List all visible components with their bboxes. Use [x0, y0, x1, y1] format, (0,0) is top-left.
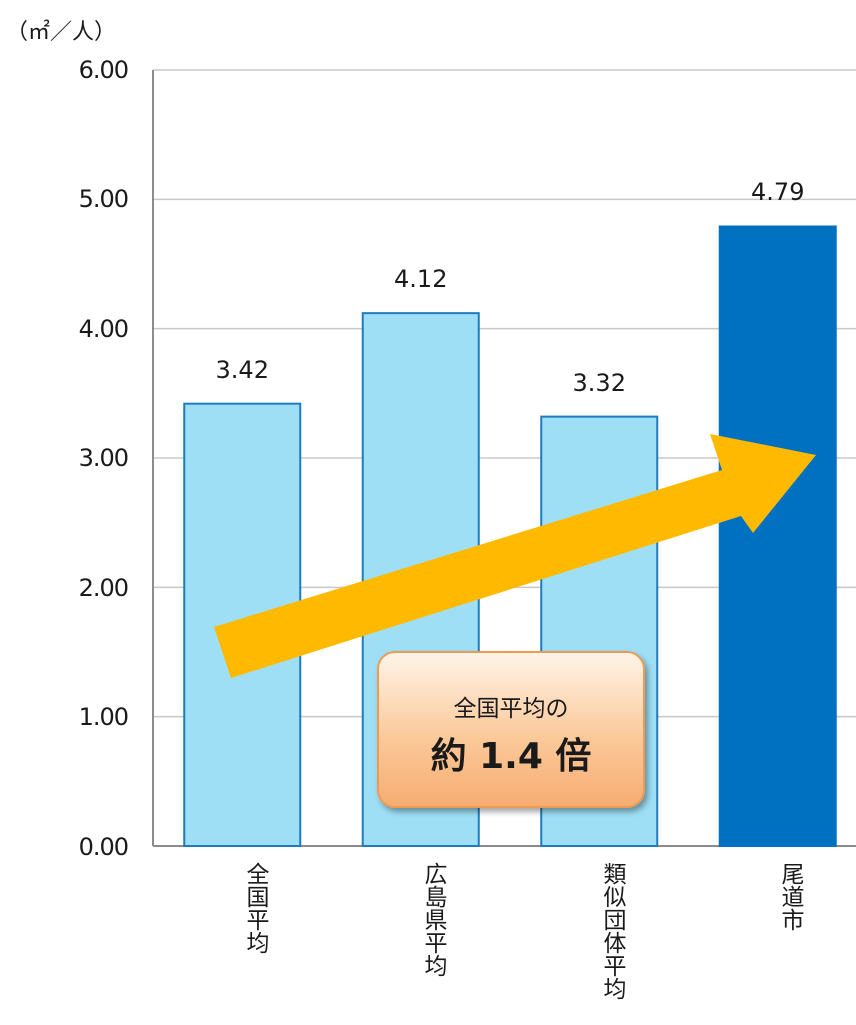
y-tick-label: 1.00	[78, 703, 129, 731]
x-category-label: 尾道市	[777, 862, 803, 931]
trend-arrow	[214, 434, 816, 678]
y-tick-label: 5.00	[78, 185, 129, 213]
callout-line-2: 約 1.4 倍	[430, 736, 592, 777]
comparison-callout: 全国平均の 約 1.4 倍	[377, 651, 645, 808]
bar	[718, 225, 837, 847]
y-tick-label: 0.00	[78, 833, 129, 861]
callout-line-1: 全国平均の	[453, 696, 569, 722]
x-category-label: 類似団体平均	[599, 862, 625, 1000]
x-category-label: 全国平均	[242, 862, 268, 954]
y-tick-label: 2.00	[78, 574, 129, 602]
value-label: 3.42	[215, 355, 269, 384]
y-tick-label: 4.00	[78, 315, 129, 343]
x-category-label: 広島県平均	[420, 862, 446, 977]
y-axis-unit-label: （㎡／人）	[6, 20, 117, 45]
y-tick-label: 3.00	[78, 444, 129, 472]
value-label: 4.12	[394, 265, 448, 294]
y-tick-label: 6.00	[78, 56, 129, 84]
value-label: 3.32	[572, 368, 626, 397]
value-label: 4.79	[751, 178, 805, 207]
